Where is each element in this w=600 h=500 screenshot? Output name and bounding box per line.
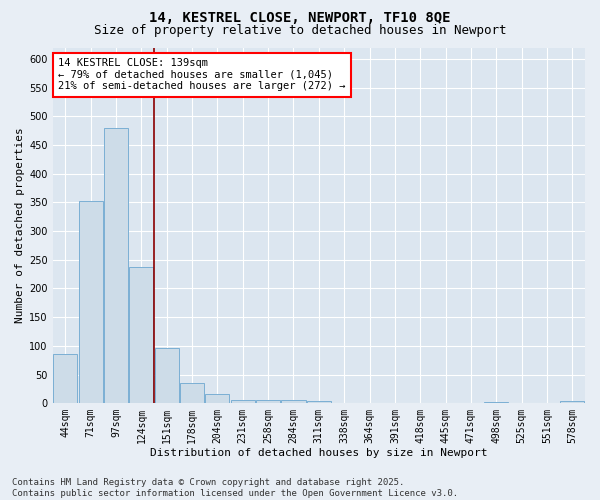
Bar [307,401,331,403]
Y-axis label: Number of detached properties: Number of detached properties [15,128,25,323]
Bar [256,400,280,403]
Bar [281,400,305,403]
Bar [53,354,77,403]
X-axis label: Distribution of detached houses by size in Newport: Distribution of detached houses by size … [150,448,488,458]
Bar [560,401,584,403]
Text: 14, KESTREL CLOSE, NEWPORT, TF10 8QE: 14, KESTREL CLOSE, NEWPORT, TF10 8QE [149,11,451,25]
Text: Size of property relative to detached houses in Newport: Size of property relative to detached ho… [94,24,506,37]
Bar [155,348,179,403]
Bar [79,202,103,403]
Bar [180,382,204,403]
Bar [130,267,154,403]
Bar [104,128,128,403]
Bar [231,400,255,403]
Bar [205,394,229,403]
Text: Contains HM Land Registry data © Crown copyright and database right 2025.
Contai: Contains HM Land Registry data © Crown c… [12,478,458,498]
Bar [484,402,508,403]
Text: 14 KESTREL CLOSE: 139sqm
← 79% of detached houses are smaller (1,045)
21% of sem: 14 KESTREL CLOSE: 139sqm ← 79% of detach… [58,58,346,92]
